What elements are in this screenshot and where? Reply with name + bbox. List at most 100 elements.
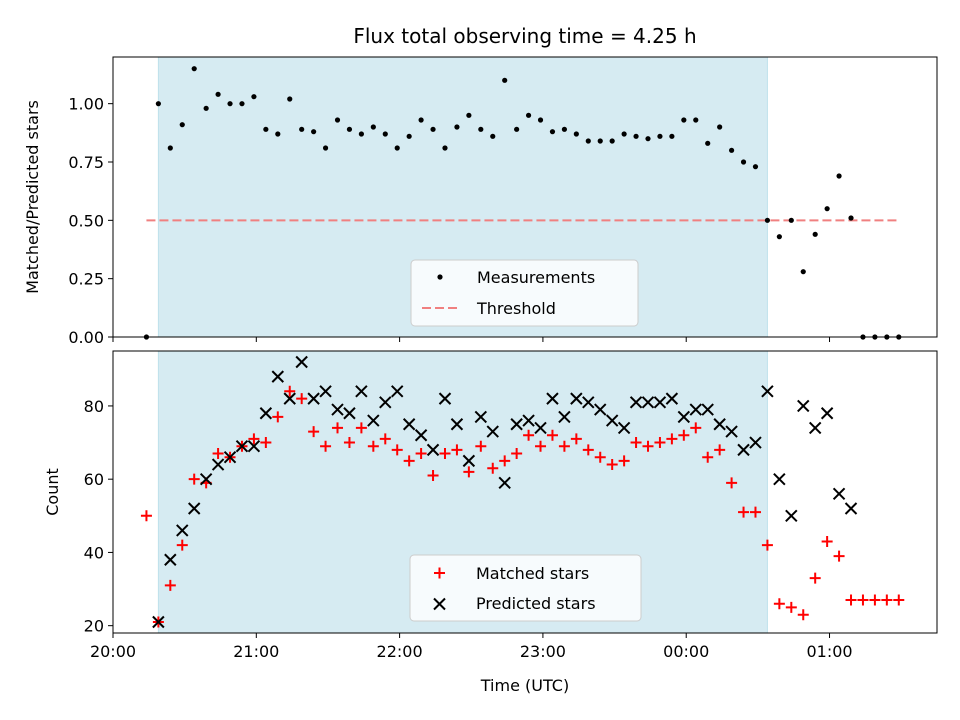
bottom-y-tick-label: 60 [84, 470, 104, 489]
predicted-star-point [223, 451, 237, 464]
top-y-tick-label: 0.25 [68, 270, 104, 289]
matched-star-point [140, 510, 152, 522]
matched-star-point [857, 594, 869, 606]
matched-star-point [284, 385, 296, 397]
predicted-star-point [319, 385, 332, 398]
measurement-point [406, 133, 412, 139]
legend-label-threshold: Threshold [476, 299, 556, 318]
predicted-star-point [689, 403, 702, 416]
legend-plus-glyph [434, 567, 445, 579]
matched-star-point [666, 433, 678, 445]
matched-star-point [475, 440, 487, 452]
predicted-star-point [498, 476, 511, 490]
x-tick-label: 23:00 [520, 642, 566, 661]
matched-star-point [188, 473, 200, 485]
predicted-star-point [617, 421, 631, 435]
top-axes-frame [112, 56, 938, 338]
measurement-point [537, 117, 544, 123]
measurement-point [848, 215, 854, 221]
predicted-star-point [797, 399, 810, 413]
measurement-point [442, 145, 448, 151]
matched-star-point [618, 455, 630, 467]
measurement-point [585, 138, 591, 144]
matched-star-point [439, 448, 451, 460]
measurement-point [717, 124, 723, 130]
predicted-star-point [247, 440, 261, 453]
matched-star-point [785, 601, 797, 613]
measurement-point [705, 140, 711, 146]
measurement-point [609, 138, 615, 144]
legend-marker-measurements [437, 274, 443, 280]
matched-star-point [654, 437, 666, 449]
top-panel: 0.00 0.25 0.50 0.75 1.00 Flux total observin… [23, 24, 938, 347]
legend-label-predicted-stars: Predicted stars [476, 594, 596, 613]
predicted-star-point [641, 396, 655, 409]
matched-star-point [558, 440, 570, 452]
bottom-y-axis-label: Count [43, 468, 62, 516]
measurement-point [514, 126, 520, 132]
predicted-star-point [701, 403, 714, 416]
measurements-series [143, 66, 902, 340]
measurement-point [788, 217, 794, 223]
matched-star-point [248, 433, 260, 445]
matched-star-point [761, 539, 773, 551]
matched-star-point [523, 429, 535, 441]
predicted-star-point [605, 414, 619, 427]
predicted-star-point [367, 414, 380, 427]
predicted-star-point [426, 443, 440, 457]
measurement-point [203, 105, 209, 111]
top-x-ticks [112, 337, 831, 342]
top-y-tick-label: 0.50 [68, 211, 104, 230]
predicted-star-point [187, 502, 201, 515]
x-tick-label: 00:00 [663, 642, 709, 661]
legend-x-glyph [433, 597, 446, 611]
measurement-point [561, 126, 568, 132]
predicted-star-point [164, 553, 177, 566]
measurement-point [836, 173, 842, 179]
measurement-point [251, 94, 257, 100]
matched-star-point [678, 429, 690, 441]
measurement-point [502, 77, 508, 83]
predicted-star-point [331, 403, 344, 416]
measurement-point [167, 145, 173, 151]
predicted-star-point [199, 472, 213, 486]
matched-star-point [391, 444, 403, 456]
predicted-star-point [355, 385, 368, 398]
matched-star-point [451, 444, 463, 456]
predicted-star-point [546, 392, 559, 405]
bottom-x-ticks: 20:00 21:00 22:00 23:00 00:00 01:00 [90, 633, 853, 661]
predicted-star-point [832, 487, 846, 501]
predicted-star-point [414, 429, 428, 442]
predicted-star-point [271, 370, 285, 383]
measurement-point [728, 147, 735, 153]
x-tick-label: 01:00 [806, 642, 852, 661]
matched-star-point [606, 459, 618, 471]
predicted-star-point [522, 414, 535, 427]
matched-star-point [726, 477, 738, 489]
measurement-point [490, 133, 496, 139]
matched-star-point [499, 455, 511, 467]
predicted-star-point [462, 454, 476, 468]
matched-star-point [546, 429, 558, 441]
predicted-star-point [307, 392, 320, 405]
measurement-point [239, 101, 245, 107]
predicted-star-point [570, 392, 583, 405]
matched-star-point [379, 433, 391, 445]
predicted-star-point [534, 421, 547, 435]
matched-star-point [511, 448, 523, 460]
measurement-point [466, 112, 472, 118]
matched-star-point [845, 594, 857, 606]
chart-title: Flux total observing time = 4.25 h [353, 24, 696, 48]
matched-star-point [260, 437, 272, 449]
measurement-point [764, 217, 771, 223]
bottom-legend: Matched stars Predicted stars [409, 554, 642, 622]
matched-star-point [296, 393, 308, 405]
measurement-point [394, 145, 400, 151]
matched-star-point [809, 572, 821, 584]
predicted-star-point [629, 396, 643, 409]
measurement-point [669, 133, 675, 139]
matched-star-point [487, 462, 499, 474]
matched-star-point [594, 451, 606, 463]
matched-star-point [773, 598, 785, 610]
